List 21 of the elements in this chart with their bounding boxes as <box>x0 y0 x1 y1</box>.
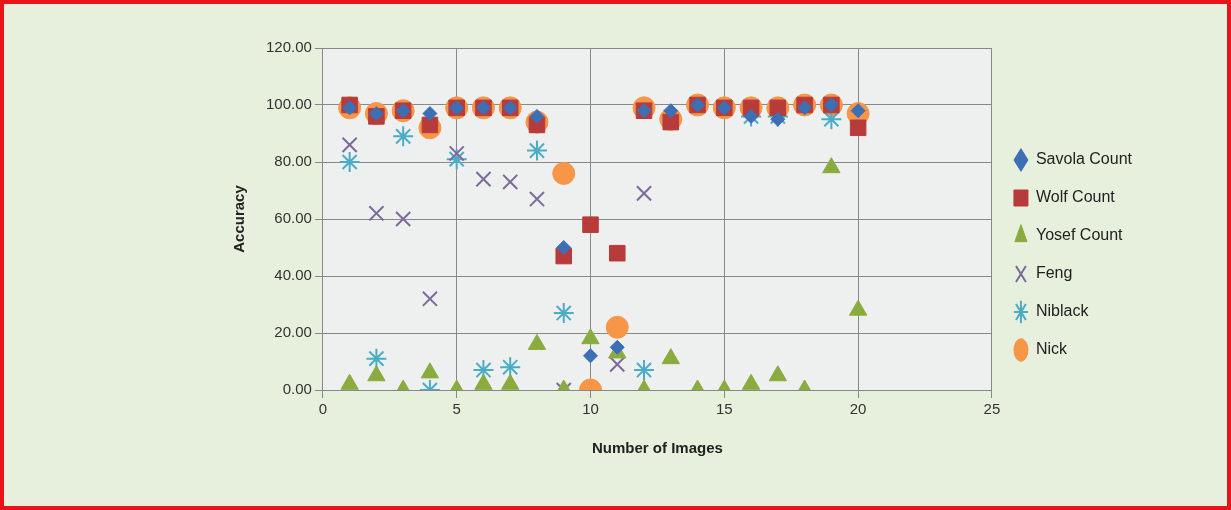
x-tick-label: 25 <box>983 400 1001 418</box>
y-tick-label: 40.00 <box>274 266 312 284</box>
legend-label: Nick <box>1035 340 1069 358</box>
x-tick-label: 0 <box>318 400 328 418</box>
y-tick-label: 20.00 <box>274 323 312 341</box>
y-tick-label: 80.00 <box>274 152 312 170</box>
legend-label: Yosef Count <box>1035 226 1124 244</box>
y-tick-label: 100.00 <box>265 95 312 113</box>
x-tick-label: 10 <box>582 400 599 418</box>
x-tick-label: 15 <box>715 400 733 418</box>
legend-label: Niblack <box>1035 302 1090 320</box>
y-tick-label: 120.00 <box>265 38 312 56</box>
x-tick-label: 20 <box>849 400 867 418</box>
legend-label: Savola Count <box>1035 150 1133 168</box>
legend-label: Wolf Count <box>1035 188 1116 206</box>
x-axis-title: Number of Images <box>591 439 723 457</box>
y-tick-label: 0.00 <box>282 380 312 398</box>
x-tick-label: 5 <box>452 400 461 418</box>
y-axis-title: Accuracy <box>230 184 248 253</box>
y-tick-label: 60.00 <box>274 209 312 227</box>
legend-label: Feng <box>1035 264 1073 282</box>
